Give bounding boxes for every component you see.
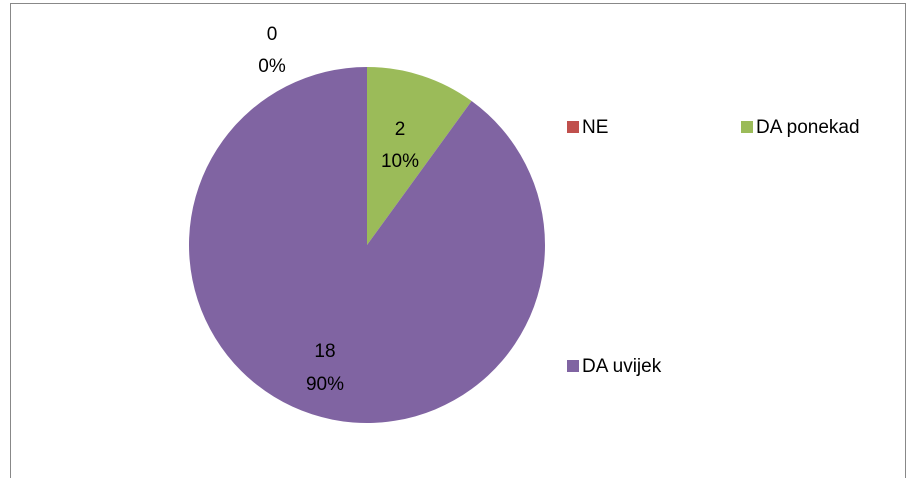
data-label-count: 18 [314, 341, 335, 362]
legend-swatch [567, 121, 579, 133]
data-label-percent: 0% [258, 56, 286, 77]
legend-swatch [741, 121, 753, 133]
data-label-count: 2 [395, 119, 406, 140]
data-label-count: 0 [267, 24, 278, 45]
legend-label: NE [582, 117, 608, 138]
pie-slice [367, 67, 472, 245]
legend-label: DA ponekad [756, 117, 860, 138]
data-label-percent: 90% [306, 374, 344, 395]
data-label-percent: 10% [381, 151, 419, 172]
legend-label: DA uvijek [582, 356, 662, 377]
legend-swatch [567, 360, 579, 372]
pie-slice [189, 67, 545, 423]
